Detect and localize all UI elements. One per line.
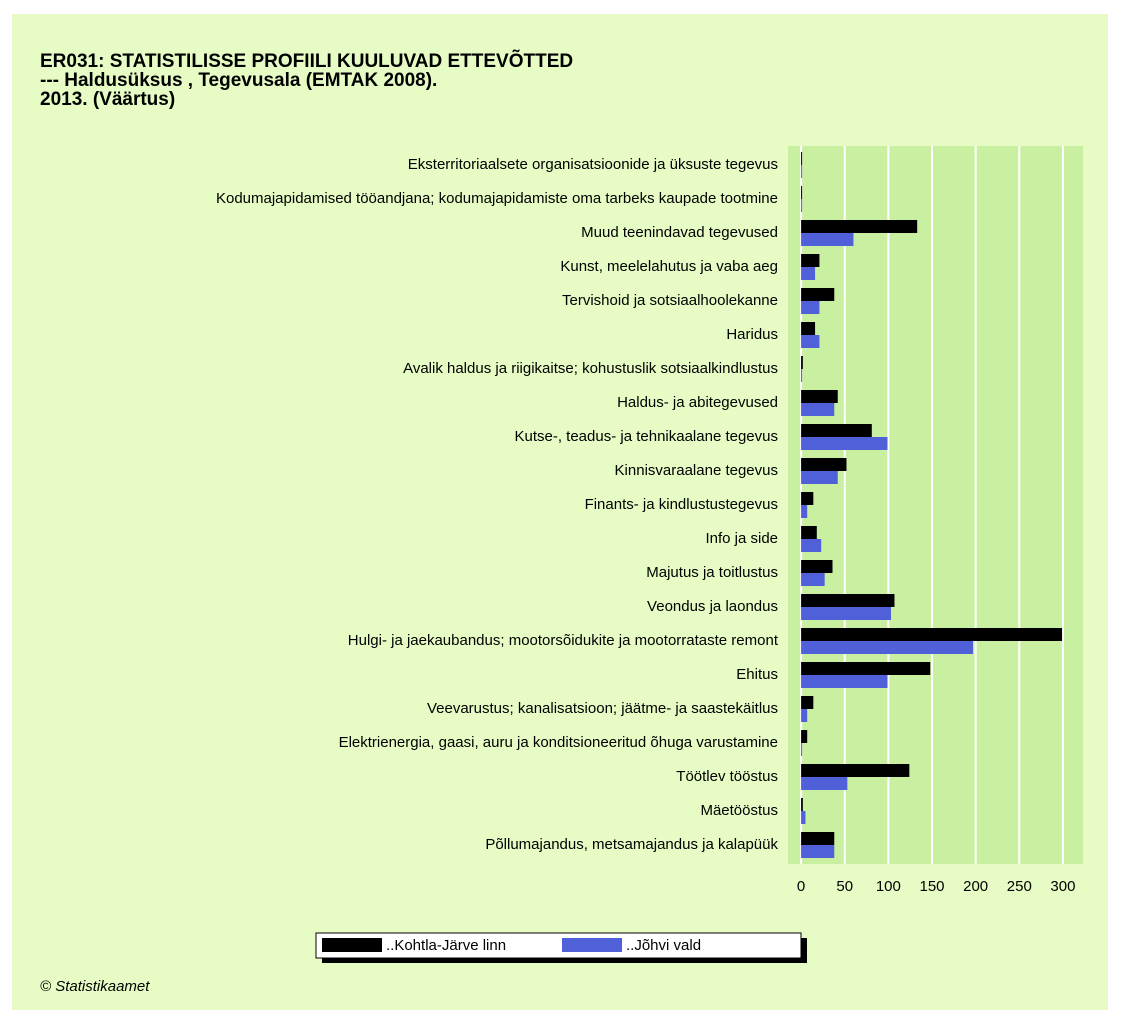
y-tick-label: Kutse-, teadus- ja tehnikaalane tegevus xyxy=(514,428,778,445)
y-tick-label: Mäetööstus xyxy=(700,802,778,819)
legend-swatch xyxy=(562,938,622,952)
y-tick-label: Eksterritoriaalsete organisatsioonide ja… xyxy=(408,156,778,173)
x-tick-label: 50 xyxy=(836,878,853,895)
bar xyxy=(801,641,974,654)
bar xyxy=(801,356,803,369)
bar xyxy=(801,607,891,620)
y-tick-label: Haldus- ja abitegevused xyxy=(617,394,778,411)
bar xyxy=(801,186,803,199)
chart-title: ER031: STATISTILISSE PROFIILI KUULUVAD E… xyxy=(40,50,573,72)
bar xyxy=(801,369,803,382)
bar xyxy=(801,526,817,539)
y-tick-label: Finants- ja kindlustustegevus xyxy=(585,496,778,513)
x-tick-label: 300 xyxy=(1050,878,1075,895)
x-tick-label: 200 xyxy=(963,878,988,895)
bar xyxy=(801,560,833,573)
bar xyxy=(801,335,820,348)
bar xyxy=(801,505,808,518)
bar xyxy=(801,662,931,675)
bar xyxy=(801,730,808,743)
bar xyxy=(801,288,835,301)
y-tick-label: Info ja side xyxy=(705,530,778,547)
bar xyxy=(801,696,814,709)
y-tick-label: Elektrienergia, gaasi, auru ja konditsio… xyxy=(339,734,778,751)
y-tick-label: Avalik haldus ja riigikaitse; kohustusli… xyxy=(403,360,778,377)
y-tick-label: Töötlev tööstus xyxy=(676,768,778,785)
bar xyxy=(801,220,918,233)
x-tick-label: 100 xyxy=(876,878,901,895)
y-tick-label: Kunst, meelelahutus ja vaba aeg xyxy=(560,258,778,275)
y-tick-label: Haridus xyxy=(726,326,778,343)
y-tick-label: Ehitus xyxy=(736,666,778,683)
y-tick-label: Veondus ja laondus xyxy=(647,598,778,615)
bar xyxy=(801,832,835,845)
bar xyxy=(801,152,803,165)
bar xyxy=(801,777,848,790)
bar xyxy=(801,390,838,403)
bar xyxy=(801,573,825,586)
bar xyxy=(801,811,806,824)
chart-title: 2013. (Väärtus) xyxy=(40,89,175,110)
legend-swatch xyxy=(322,938,382,952)
x-tick-label: 150 xyxy=(919,878,944,895)
legend-label: ..Kohtla-Järve linn xyxy=(386,937,506,954)
x-tick-label: 250 xyxy=(1007,878,1032,895)
bar xyxy=(801,594,895,607)
bar xyxy=(801,322,816,335)
bar xyxy=(801,539,822,552)
y-tick-label: Tervishoid ja sotsiaalhoolekanne xyxy=(562,292,778,309)
legend-label: ..Jõhvi vald xyxy=(626,937,701,954)
bar xyxy=(801,709,808,722)
legend xyxy=(315,932,802,959)
bar xyxy=(801,199,803,212)
y-tick-label: Hulgi- ja jaekaubandus; mootorsõidukite … xyxy=(348,632,779,649)
y-tick-label: Muud teenindavad tegevused xyxy=(581,224,778,241)
bar xyxy=(801,424,872,437)
bar xyxy=(801,845,835,858)
bar xyxy=(801,798,803,811)
chart-title: --- Haldusüksus , Tegevusala (EMTAK 2008… xyxy=(40,70,437,91)
bar xyxy=(801,301,820,314)
y-tick-label: Kinnisvaraalane tegevus xyxy=(615,462,778,479)
bar xyxy=(801,403,835,416)
y-tick-label: Kodumajapidamised tööandjana; kodumajapi… xyxy=(216,190,778,207)
source: © Statistikaamet xyxy=(40,978,150,995)
bar xyxy=(801,764,910,777)
bar xyxy=(801,267,816,280)
y-tick-label: Veevarustus; kanalisatsioon; jäätme- ja … xyxy=(427,700,778,717)
y-tick-label: Majutus ja toitlustus xyxy=(646,564,778,581)
bar xyxy=(801,254,820,267)
bar xyxy=(801,492,814,505)
bar xyxy=(801,471,838,484)
bar xyxy=(801,675,888,688)
x-tick-label: 0 xyxy=(797,878,805,895)
bar xyxy=(801,165,803,178)
bar xyxy=(801,458,847,471)
bar xyxy=(801,437,888,450)
bar xyxy=(801,233,854,246)
bar xyxy=(801,743,803,756)
plot-area xyxy=(788,146,1083,864)
y-tick-label: Põllumajandus, metsamajandus ja kalapüük xyxy=(485,836,778,853)
bar xyxy=(801,628,1063,641)
